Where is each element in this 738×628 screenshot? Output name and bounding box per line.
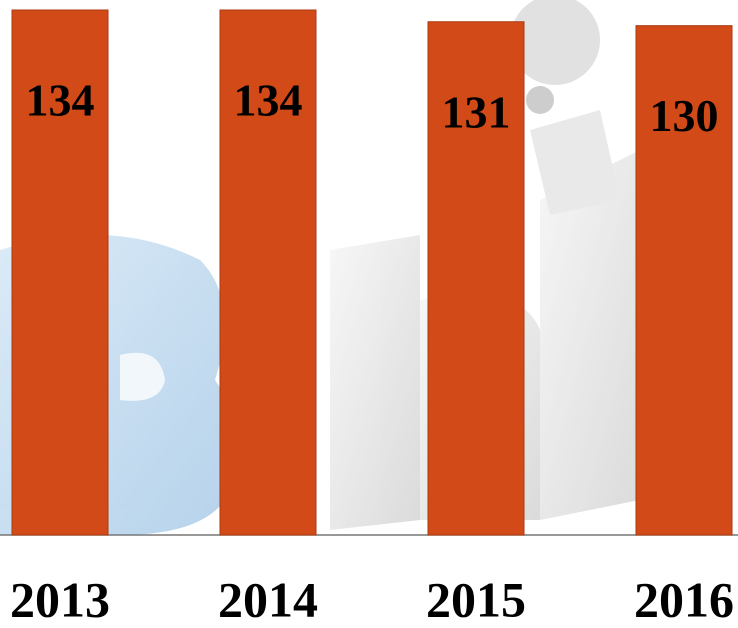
x-tick-label: 2014	[218, 571, 318, 627]
chart: 134 2013 134 2014 131 2015 130 2016	[0, 0, 738, 628]
value-label: 131	[442, 86, 511, 137]
page: 1342013134201413120151302016 (() => { co…	[0, 0, 738, 628]
value-label: 134	[234, 75, 303, 126]
value-label: 134	[26, 75, 95, 126]
x-tick-label: 2016	[634, 571, 734, 627]
x-tick-label: 2015	[426, 571, 526, 627]
value-label: 130	[650, 90, 719, 141]
x-tick-label: 2013	[10, 571, 110, 627]
